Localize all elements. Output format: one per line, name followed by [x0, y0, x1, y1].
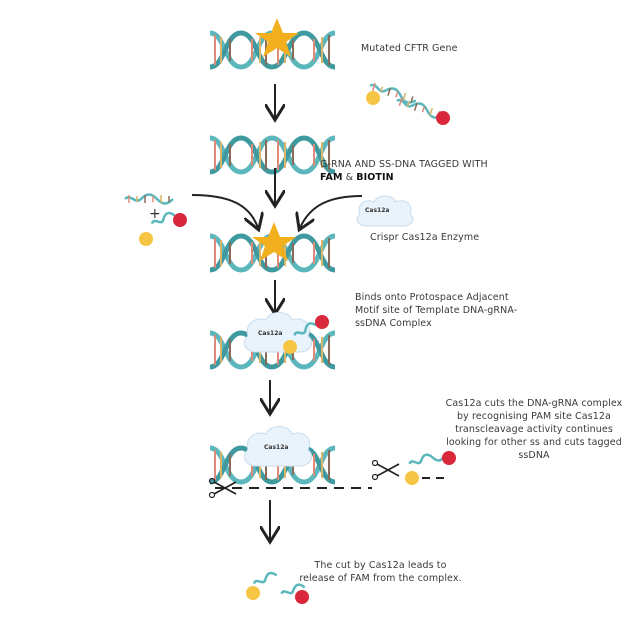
biotin-dot-icon: [442, 451, 456, 465]
fam-dot-icon: [246, 586, 260, 600]
cas12a-cloud-icon: [356, 195, 414, 227]
grna-strand-icon: [123, 193, 175, 205]
mutation-star-icon: [252, 222, 296, 261]
label-amp: &: [342, 172, 357, 183]
cas12a-cloud-icon: [243, 426, 313, 467]
scissors-icon: [208, 477, 237, 499]
dna-helix-plain: [210, 138, 335, 172]
ssdna-fragment-icon: [252, 571, 278, 585]
cloud-label-2: Cas12a: [258, 330, 283, 337]
label-mutated-gene: Mutated CFTR Gene: [361, 43, 458, 54]
biotin-dot-icon: [173, 213, 187, 227]
ssdna-fragment-icon: [280, 583, 306, 595]
fam-dot-icon: [139, 232, 153, 246]
ssdna-fragment-icon: [150, 211, 176, 225]
label-grna-tagged: G-RNA AND SS-DNA TAGGED WITH FAM & BIOTI…: [320, 158, 488, 184]
fam-dot-icon: [366, 91, 380, 105]
cloud-label-1: Cas12a: [365, 207, 390, 214]
label-biotin: BIOTIN: [356, 172, 394, 183]
fam-dot-icon: [405, 471, 419, 485]
label-binds: Binds onto Protospace Adjacent Motif sit…: [355, 292, 518, 329]
fam-dot-icon: [283, 340, 297, 354]
biotin-dot-icon: [315, 315, 329, 329]
label-cuts: Cas12a cuts the DNA-gRNA complex by reco…: [445, 398, 623, 461]
label-fam: FAM: [320, 172, 343, 183]
mutation-star-icon: [255, 18, 299, 57]
biotin-dot-icon: [295, 590, 309, 604]
scissors-icon: [371, 459, 400, 481]
plus-sign: +: [149, 206, 161, 222]
biotin-dot-icon: [436, 111, 450, 125]
ssdna-fragment-icon: [408, 453, 446, 465]
label-grna-line1: G-RNA AND SS-DNA TAGGED WITH: [320, 159, 488, 170]
label-enzyme: Crispr Cas12a Enzyme: [370, 232, 480, 243]
cloud-label-3: Cas12a: [264, 444, 289, 451]
arrow-curve-left: [191, 194, 258, 228]
arrow-curve-right: [300, 195, 363, 228]
ssdna-fragment-icon: [293, 322, 317, 336]
label-release: The cut by Cas12a leads to release of FA…: [299, 560, 462, 584]
